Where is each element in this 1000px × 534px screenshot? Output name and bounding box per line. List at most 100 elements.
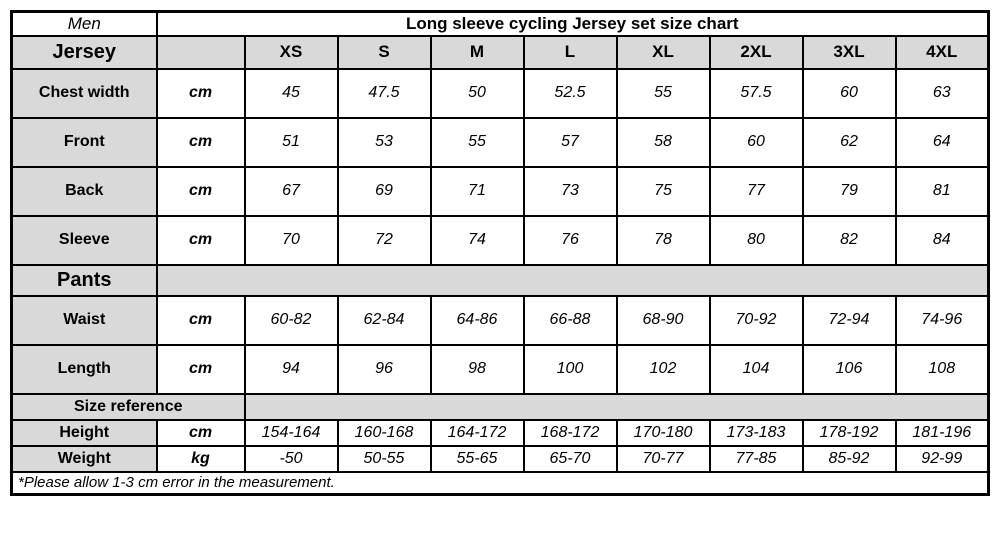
value-cell: 73 [522,165,618,217]
value-cell: 55 [429,116,525,168]
table-row: Size reference [10,392,990,421]
row-label-chest-width: Chest width [10,67,158,119]
row-label-waist: Waist [10,294,158,346]
size-header: S [336,34,432,70]
value-cell: 62-84 [336,294,432,346]
size-chart-table: Men Long sleeve cycling Jersey set size … [10,10,991,496]
pants-section-filler [155,263,990,297]
value-cell: 98 [429,343,525,395]
table-row: Sleeve cm 70 72 74 76 78 80 82 84 [10,214,990,266]
unit-cell: cm [155,418,246,447]
value-cell: 58 [615,116,711,168]
value-cell: 45 [243,67,339,119]
value-cell: 62 [801,116,897,168]
size-reference-label: Size reference [10,392,246,421]
size-header: 2XL [708,34,804,70]
table-row: Front cm 51 53 55 57 58 60 62 64 [10,116,990,168]
value-cell: 55 [615,67,711,119]
size-reference-filler [243,392,990,421]
value-cell: 60-82 [243,294,339,346]
row-label-front: Front [10,116,158,168]
table-row: Jersey XS S M L XL 2XL 3XL 4XL [10,34,990,70]
value-cell: 71 [429,165,525,217]
row-label-height: Height [10,418,158,447]
row-label-weight: Weight [10,444,158,473]
value-cell: 69 [336,165,432,217]
value-cell: 70 [243,214,339,266]
unit-cell: kg [155,444,246,473]
value-cell: 52.5 [522,67,618,119]
value-cell: 164-172 [429,418,525,447]
value-cell: 78 [615,214,711,266]
value-cell: 50 [429,67,525,119]
size-header: XS [243,34,339,70]
value-cell: 55-65 [429,444,525,473]
table-row: Chest width cm 45 47.5 50 52.5 55 57.5 60 63 [10,67,990,119]
value-cell: 85-92 [801,444,897,473]
chart-title: Long sleeve cycling Jersey set size char… [155,10,990,37]
size-header: M [429,34,525,70]
value-cell: 104 [708,343,804,395]
value-cell: 160-168 [336,418,432,447]
value-cell: 57 [522,116,618,168]
value-cell: 77-85 [708,444,804,473]
table-row: Men Long sleeve cycling Jersey set size … [10,10,990,37]
unit-cell: cm [155,294,246,346]
value-cell: 65-70 [522,444,618,473]
value-cell: 47.5 [336,67,432,119]
size-header: XL [615,34,711,70]
jersey-section-label: Jersey [10,34,158,70]
value-cell: 80 [708,214,804,266]
value-cell: 84 [894,214,990,266]
corner-cell-men: Men [10,10,158,37]
value-cell: 74 [429,214,525,266]
value-cell: 170-180 [615,418,711,447]
value-cell: 96 [336,343,432,395]
unit-cell: cm [155,116,246,168]
value-cell: 53 [336,116,432,168]
value-cell: 50-55 [336,444,432,473]
value-cell: 77 [708,165,804,217]
value-cell: 94 [243,343,339,395]
value-cell: -50 [243,444,339,473]
value-cell: 51 [243,116,339,168]
value-cell: 100 [522,343,618,395]
value-cell: 92-99 [894,444,990,473]
value-cell: 75 [615,165,711,217]
size-header: L [522,34,618,70]
unit-cell: cm [155,343,246,395]
value-cell: 181-196 [894,418,990,447]
value-cell: 57.5 [708,67,804,119]
row-label-sleeve: Sleeve [10,214,158,266]
value-cell: 102 [615,343,711,395]
value-cell: 72-94 [801,294,897,346]
value-cell: 72 [336,214,432,266]
empty-unit-header-cell [155,34,246,70]
value-cell: 68-90 [615,294,711,346]
value-cell: 64-86 [429,294,525,346]
value-cell: 70-92 [708,294,804,346]
value-cell: 81 [894,165,990,217]
value-cell: 154-164 [243,418,339,447]
unit-cell: cm [155,214,246,266]
value-cell: 76 [522,214,618,266]
value-cell: 106 [801,343,897,395]
value-cell: 74-96 [894,294,990,346]
value-cell: 63 [894,67,990,119]
value-cell: 70-77 [615,444,711,473]
table-row: Weight kg -50 50-55 55-65 65-70 70-77 77-85 85… [10,444,990,473]
value-cell: 60 [801,67,897,119]
size-header: 4XL [894,34,990,70]
row-label-length: Length [10,343,158,395]
value-cell: 67 [243,165,339,217]
size-header: 3XL [801,34,897,70]
table-row: *Please allow 1-3 cm error in the measur… [10,470,990,496]
value-cell: 64 [894,116,990,168]
unit-cell: cm [155,165,246,217]
value-cell: 108 [894,343,990,395]
pants-section-label: Pants [10,263,158,297]
table-row: Length cm 94 96 98 100 102 104 106 108 [10,343,990,395]
footnote: *Please allow 1-3 cm error in the measur… [10,470,990,496]
value-cell: 66-88 [522,294,618,346]
value-cell: 173-183 [708,418,804,447]
